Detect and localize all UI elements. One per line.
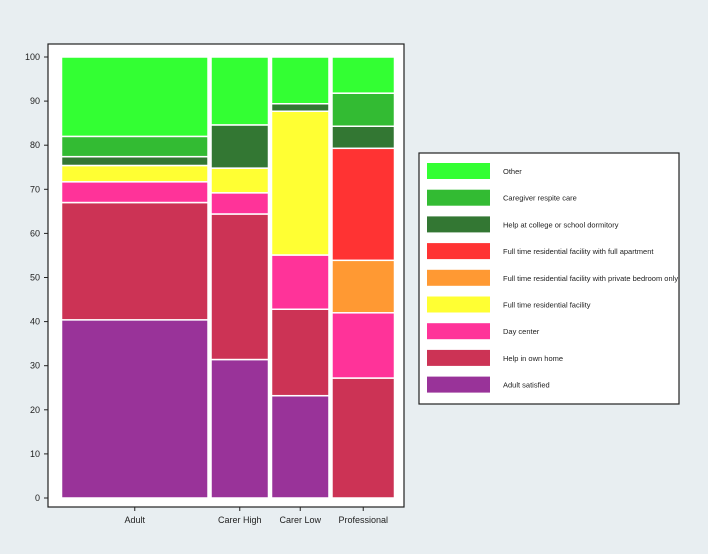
bar-segment-carer-high-adult-satisfied: [210, 358, 270, 499]
bar-segment-carer-high-full-time-residential-facility: [210, 167, 270, 194]
y-tick-label: 20: [30, 405, 40, 415]
legend-swatch-full-time-residential-facility-with-full-apartment: [427, 243, 490, 260]
legend-swatch-other: [427, 163, 490, 179]
legend-swatch-adult-satisfied: [427, 376, 490, 393]
legend-label-other: Other: [503, 167, 522, 176]
y-axis: 0 10 20 30 40 50 60 70 80 90 100: [25, 52, 48, 503]
bar-segment-carer-low-help-in-own-home: [270, 308, 330, 397]
bar-segments: [60, 56, 396, 499]
legend-label-help-in-own-home: Help in own home: [503, 354, 563, 363]
legend-swatch-full-time-residential-facility-with-private-bedroom-only: [427, 269, 490, 286]
legend-label-full-time-residential-facility: Full time residential facility: [503, 301, 591, 310]
x-tick-label: Professional: [338, 515, 388, 525]
legend-swatch-help-at-college-or-school-dormitory: [427, 216, 490, 233]
legend: Other Caregiver respite care Help at colle…: [418, 152, 680, 405]
bar-segment-adult-caregiver-respite-care: [60, 135, 209, 158]
bar-segment-carer-low-adult-satisfied: [270, 394, 330, 499]
y-tick-label: 70: [30, 184, 40, 194]
bar-segment-carer-low-day-center: [270, 254, 330, 311]
y-tick-label: 0: [35, 493, 40, 503]
bar-segment-professional-other: [331, 56, 396, 94]
bar-segment-adult-day-center: [60, 181, 209, 204]
bar-segment-carer-low-other: [270, 56, 330, 105]
legend-swatch-day-center: [427, 323, 490, 340]
legend-swatch-caregiver-respite-care: [427, 189, 490, 206]
legend-label-help-at-college-or-school-dormitory: Help at college or school dormitory: [503, 220, 619, 229]
bar-segment-carer-low-full-time-residential-facility: [270, 110, 330, 256]
y-tick-label: 60: [30, 228, 40, 238]
bar-segment-professional-full-time-residential-facility-with-private-bedroom-only: [331, 259, 396, 314]
legend-swatch-help-in-own-home: [427, 349, 490, 366]
bar-segment-adult-help-in-own-home: [60, 201, 209, 321]
bar-segment-carer-high-other: [210, 56, 270, 126]
y-tick-label: 50: [30, 273, 40, 283]
legend-label-full-time-residential-facility-with-private-bedroom-only: Full time residential facility with priv…: [503, 274, 678, 283]
x-tick-label: Adult: [125, 515, 146, 525]
bar-segment-professional-caregiver-respite-care: [331, 92, 396, 127]
bar-segment-adult-adult-satisfied: [60, 319, 209, 499]
bar-segment-adult-other: [60, 56, 209, 138]
bar-segment-carer-high-help-at-college-or-school-dormitory: [210, 124, 270, 169]
y-tick-label: 80: [30, 140, 40, 150]
x-tick-label: Carer High: [218, 515, 262, 525]
bar-segment-carer-low-help-at-college-or-school-dormitory: [270, 102, 330, 112]
bar-segment-adult-full-time-residential-facility: [60, 164, 209, 183]
y-tick-label: 40: [30, 317, 40, 327]
x-axis: Adult Carer High Carer Low Professional: [125, 507, 388, 525]
y-tick-label: 90: [30, 96, 40, 106]
bar-segment-adult-help-at-college-or-school-dormitory: [60, 155, 209, 167]
bar-segment-professional-help-in-own-home: [331, 377, 396, 499]
legend-label-day-center: Day center: [503, 327, 540, 336]
bar-segment-carer-high-day-center: [210, 192, 270, 215]
bar-segment-professional-full-time-residential-facility-with-full-apartment: [331, 147, 396, 262]
bar-segment-professional-help-at-college-or-school-dormitory: [331, 125, 396, 150]
bar-segment-professional-day-center: [331, 312, 396, 379]
legend-label-full-time-residential-facility-with-full-apartment: Full time residential facility with full…: [503, 247, 654, 256]
y-tick-label: 100: [25, 52, 40, 62]
x-tick-label: Carer Low: [279, 515, 321, 525]
legend-label-caregiver-respite-care: Caregiver respite care: [503, 194, 577, 203]
y-tick-label: 30: [30, 361, 40, 371]
legend-label-adult-satisfied: Adult satisfied: [503, 381, 550, 390]
bar-segment-carer-high-help-in-own-home: [210, 213, 270, 361]
legend-swatch-full-time-residential-facility: [427, 296, 490, 313]
y-tick-label: 10: [30, 449, 40, 459]
